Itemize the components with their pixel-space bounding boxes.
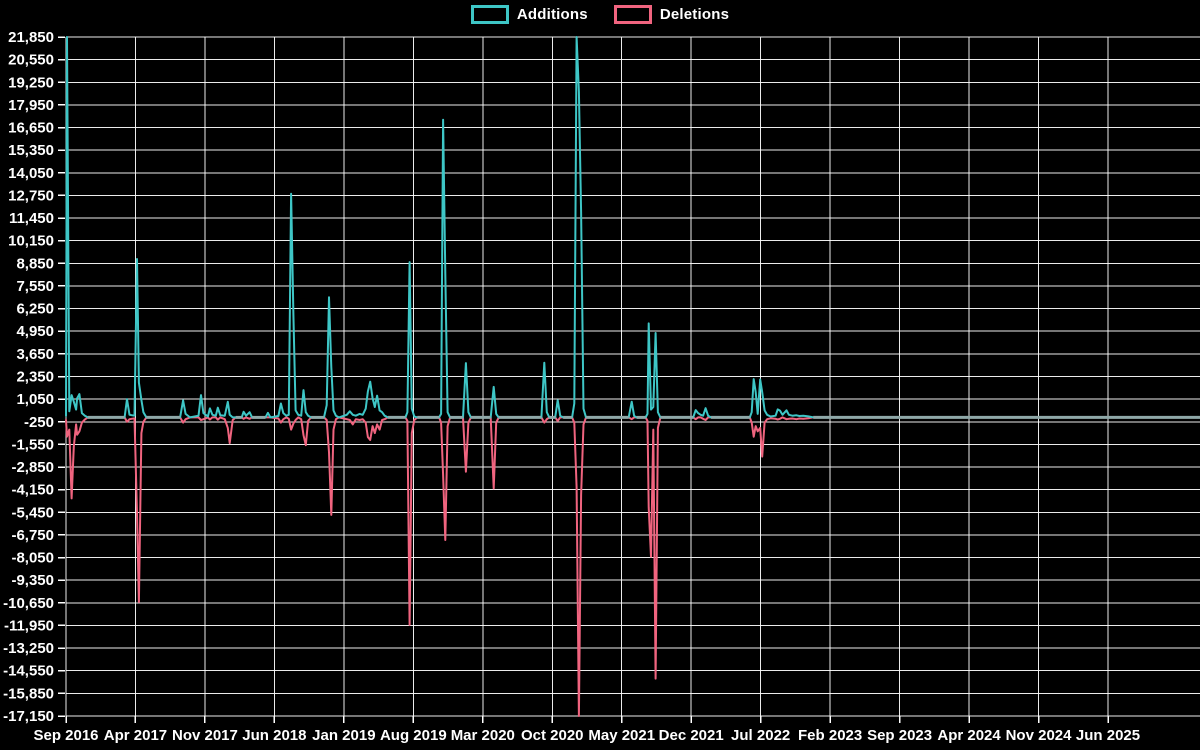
- x-tick-label: Aug 2019: [380, 727, 447, 744]
- y-tick-label: 3,650: [16, 346, 54, 363]
- y-tick-label: -15,850: [3, 685, 54, 702]
- y-tick-label: -250: [24, 414, 54, 431]
- y-tick-label: 15,350: [8, 142, 54, 159]
- x-tick-label: Apr 2024: [937, 727, 1001, 744]
- y-tick-label: -9,350: [11, 572, 54, 589]
- y-tick-label: -13,250: [3, 640, 54, 657]
- y-tick-label: -10,650: [3, 595, 54, 612]
- y-tick-label: 10,150: [8, 233, 54, 250]
- y-tick-label: -17,150: [3, 708, 54, 725]
- y-tick-label: -2,850: [11, 459, 54, 476]
- x-tick-label: Sep 2023: [867, 727, 932, 744]
- legend-swatch-deletions: [613, 5, 652, 24]
- x-tick-label: Apr 2017: [104, 727, 167, 744]
- x-tick-label: Nov 2024: [1006, 727, 1073, 744]
- y-tick-label: 20,550: [8, 52, 54, 69]
- x-tick-label: Jun 2025: [1076, 727, 1140, 744]
- x-tick-label: Dec 2021: [659, 727, 724, 744]
- y-tick-label: 8,850: [16, 255, 54, 272]
- y-tick-label: -4,150: [11, 482, 54, 499]
- x-tick-label: Jun 2018: [242, 727, 306, 744]
- legend-item-deletions[interactable]: Deletions: [613, 5, 730, 24]
- y-tick-label: 11,450: [9, 210, 54, 227]
- y-tick-label: 1,050: [16, 391, 54, 408]
- y-tick-label: 7,550: [16, 278, 54, 295]
- y-tick-label: -8,050: [11, 550, 54, 567]
- y-tick-label: 12,750: [8, 187, 54, 204]
- y-tick-label: 19,250: [8, 74, 54, 91]
- legend-swatch-additions: [470, 5, 509, 24]
- deletions-line: [65, 416, 1200, 717]
- legend-item-additions[interactable]: Additions: [470, 5, 588, 24]
- y-tick-label: -6,750: [11, 527, 54, 544]
- y-tick-label: 6,250: [16, 301, 54, 318]
- y-tick-label: 14,050: [8, 165, 54, 182]
- x-tick-label: May 2021: [588, 727, 655, 744]
- y-tick-label: -1,550: [11, 436, 54, 453]
- x-tick-label: Jan 2019: [312, 727, 375, 744]
- y-tick-label: 17,950: [8, 97, 54, 114]
- y-tick-label: -11,950: [4, 617, 54, 634]
- chart-legend: Additions Deletions: [0, 5, 1200, 24]
- y-tick-label: -5,450: [11, 504, 54, 521]
- legend-label: Additions: [516, 6, 588, 23]
- additions-line: [65, 36, 1200, 419]
- x-tick-label: Oct 2020: [521, 727, 584, 744]
- y-tick-label: 2,350: [16, 369, 54, 386]
- x-tick-label: Nov 2017: [172, 727, 238, 744]
- x-tick-label: Mar 2020: [451, 727, 515, 744]
- x-tick-label: Sep 2016: [33, 727, 98, 744]
- y-tick-label: 21,850: [8, 29, 54, 46]
- x-tick-label: Jul 2022: [731, 727, 790, 744]
- y-tick-label: -14,550: [3, 663, 54, 680]
- x-tick-label: Feb 2023: [798, 727, 862, 744]
- y-tick-label: 4,950: [16, 323, 54, 340]
- y-tick-label: 16,650: [8, 120, 54, 137]
- legend-label: Deletions: [659, 6, 730, 23]
